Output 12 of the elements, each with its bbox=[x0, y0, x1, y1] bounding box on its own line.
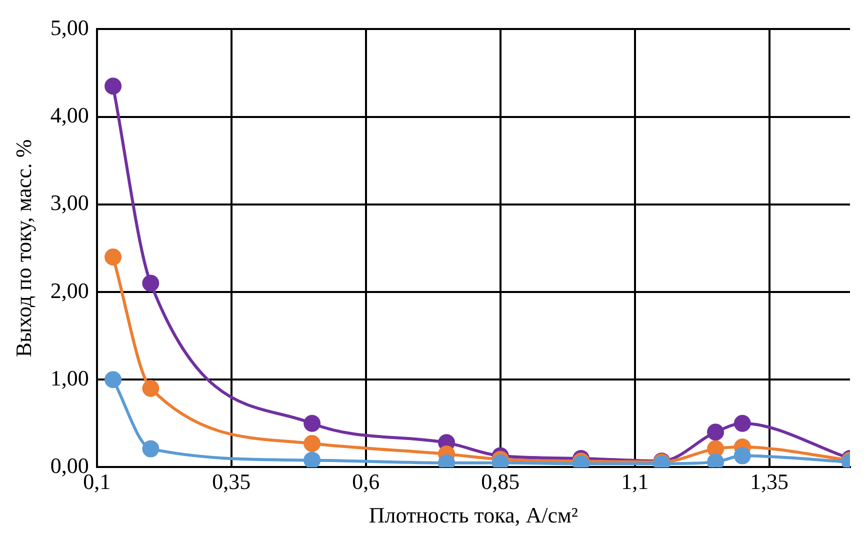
x-tick-label: 1,1 bbox=[621, 469, 649, 494]
x-axis-title: Плотность тока, А/см² bbox=[368, 502, 578, 528]
y-tick-label: 2,00 bbox=[50, 278, 89, 303]
y-axis-title: Выход по току, масс. % bbox=[10, 139, 36, 358]
x-tick-label: 0,35 bbox=[212, 469, 251, 494]
x-tick-label: 1,35 bbox=[750, 469, 789, 494]
x-tick-label: 0,6 bbox=[352, 469, 380, 494]
y-tick-label: 1,00 bbox=[50, 365, 89, 390]
y-tick-label: 3,00 bbox=[50, 190, 89, 216]
y-tick-label: 4,00 bbox=[50, 102, 89, 128]
y-tick-label: 5,00 bbox=[50, 14, 89, 40]
x-tick-label: 0,85 bbox=[481, 469, 520, 494]
